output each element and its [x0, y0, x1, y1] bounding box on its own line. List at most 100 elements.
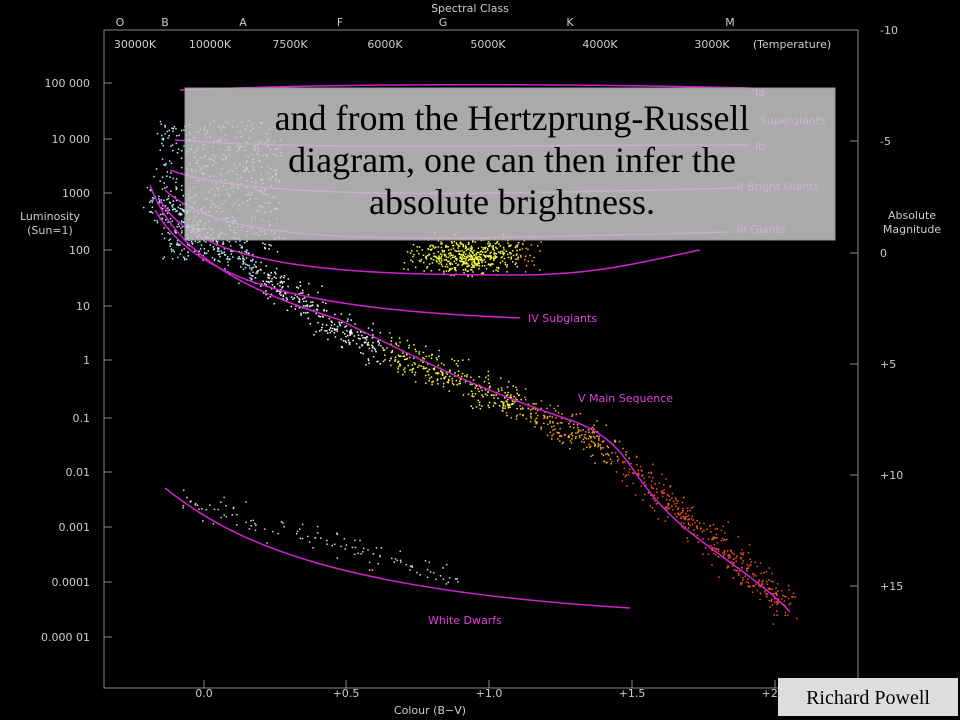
star	[255, 261, 257, 263]
star	[186, 496, 188, 499]
star	[300, 314, 303, 316]
star	[575, 432, 577, 434]
luminosity-tick: 100	[69, 244, 90, 257]
star	[594, 462, 596, 464]
star	[201, 508, 203, 510]
star	[235, 524, 238, 526]
star	[399, 363, 401, 365]
star	[345, 335, 347, 338]
star	[473, 259, 476, 262]
star	[169, 218, 172, 220]
star	[230, 250, 232, 252]
star	[687, 522, 690, 524]
star	[505, 412, 508, 414]
star	[745, 581, 748, 583]
star	[466, 374, 468, 376]
star	[167, 197, 170, 200]
star	[589, 445, 592, 448]
star	[360, 552, 362, 555]
star	[467, 275, 469, 277]
star	[718, 555, 720, 558]
star	[687, 540, 689, 543]
star	[776, 610, 778, 612]
star	[774, 601, 776, 603]
star	[514, 263, 517, 266]
star	[248, 528, 251, 530]
star	[180, 213, 182, 215]
star	[437, 372, 440, 374]
star	[450, 262, 452, 264]
star	[511, 250, 514, 252]
star	[438, 260, 441, 262]
star	[262, 280, 264, 282]
star	[567, 436, 570, 438]
luminosity-tick: 0.000 01	[41, 631, 90, 644]
star	[244, 241, 246, 244]
star	[587, 438, 590, 440]
spectral-class: O	[116, 16, 125, 29]
star	[557, 431, 559, 434]
star	[489, 258, 491, 260]
star	[486, 247, 489, 250]
star	[483, 264, 486, 267]
star	[730, 550, 732, 553]
star	[424, 559, 427, 562]
star	[784, 614, 787, 617]
star	[432, 244, 434, 247]
star	[742, 579, 744, 581]
star	[475, 264, 478, 267]
star	[629, 468, 631, 470]
star	[248, 264, 251, 267]
star	[310, 301, 312, 303]
star	[447, 256, 450, 259]
star	[431, 262, 434, 264]
star	[783, 603, 785, 606]
star	[557, 412, 560, 414]
star	[569, 440, 572, 442]
star	[724, 539, 726, 541]
star	[398, 355, 401, 358]
star	[166, 212, 169, 214]
star	[680, 522, 683, 524]
star	[238, 282, 240, 284]
star	[735, 569, 737, 572]
star	[197, 241, 199, 244]
star	[727, 521, 730, 523]
star	[536, 422, 538, 424]
star	[422, 365, 425, 368]
star	[523, 239, 525, 242]
star	[212, 246, 215, 248]
star	[433, 255, 435, 257]
star	[433, 368, 436, 371]
star	[649, 505, 652, 507]
star	[623, 467, 626, 470]
star	[340, 545, 342, 548]
star	[181, 221, 183, 224]
star	[520, 408, 522, 410]
star	[366, 344, 369, 346]
star	[522, 242, 524, 245]
star	[450, 241, 453, 243]
star	[762, 579, 764, 582]
star	[425, 258, 428, 260]
star	[461, 257, 463, 260]
star	[463, 272, 465, 274]
star	[598, 439, 600, 441]
star	[624, 475, 627, 478]
star	[220, 501, 222, 503]
star	[462, 263, 464, 265]
luminosity-tick: 1	[83, 354, 90, 367]
star	[696, 519, 698, 522]
star	[432, 246, 435, 248]
star	[473, 264, 475, 267]
star	[475, 385, 478, 387]
star	[433, 247, 436, 249]
star	[174, 196, 177, 198]
star	[490, 257, 492, 260]
star	[413, 361, 415, 364]
star	[472, 240, 474, 242]
star	[668, 503, 670, 505]
star	[547, 423, 549, 426]
star	[520, 398, 522, 401]
star	[489, 256, 492, 258]
